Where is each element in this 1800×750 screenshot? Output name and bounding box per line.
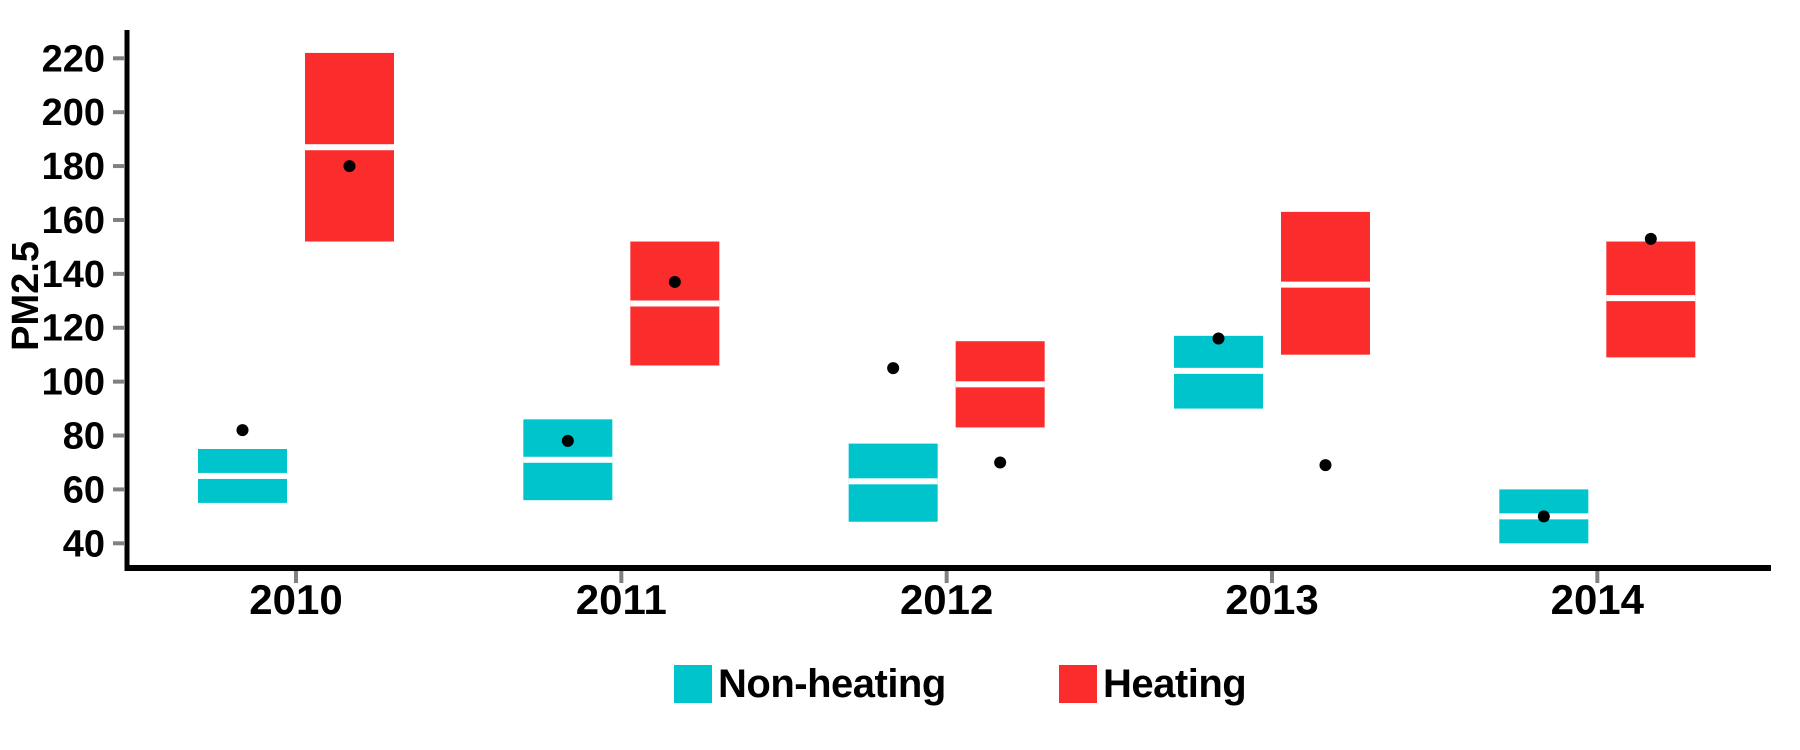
legend: Non-heating Heating	[0, 662, 1800, 712]
midline-heating-2012	[955, 381, 1045, 388]
y-tick-label-60: 60	[63, 469, 105, 511]
y-axis-title: PM2.5	[5, 241, 47, 351]
midline-heating-2010	[305, 144, 394, 151]
legend-swatch-non-heating	[674, 665, 712, 703]
y-tick-label-120: 120	[42, 308, 105, 350]
midline-heating-2013	[1280, 281, 1370, 288]
midline-non-heating-2012	[848, 478, 938, 485]
y-tick-label-80: 80	[63, 416, 105, 458]
x-tick-label-2010: 2010	[249, 576, 342, 623]
midline-heating-2014	[1606, 295, 1696, 302]
point-heating-2014	[1644, 232, 1657, 245]
x-tick-label-2011: 2011	[576, 576, 667, 623]
y-tick-label-100: 100	[42, 362, 105, 404]
midline-heating-2011	[630, 300, 720, 307]
point-heating-2011	[668, 275, 681, 288]
legend-label-heating: Heating	[1103, 662, 1247, 706]
point-heating-2012	[994, 456, 1007, 469]
x-tick-label-2012: 2012	[900, 576, 993, 623]
x-tick-label-2013: 2013	[1225, 576, 1318, 623]
point-non-heating-2014	[1537, 510, 1550, 523]
legend-label-non-heating: Non-heating	[718, 662, 946, 706]
point-heating-2013	[1319, 459, 1332, 472]
point-non-heating-2012	[887, 362, 900, 375]
legend-item-non-heating: Non-heating	[674, 662, 946, 706]
midline-non-heating-2013	[1173, 367, 1263, 374]
point-non-heating-2010	[236, 424, 249, 437]
point-non-heating-2013	[1212, 332, 1225, 345]
y-tick-label-160: 160	[42, 200, 105, 242]
y-tick-label-40: 40	[63, 523, 105, 565]
midline-non-heating-2010	[198, 472, 287, 479]
point-non-heating-2011	[561, 434, 574, 447]
legend-swatch-heating	[1059, 665, 1097, 703]
y-tick-label-140: 140	[42, 254, 105, 296]
legend-item-heating: Heating	[1059, 662, 1247, 706]
point-heating-2010	[343, 160, 356, 173]
y-tick-label-200: 200	[42, 92, 105, 134]
y-tick-label-180: 180	[42, 146, 105, 188]
y-tick-label-220: 220	[42, 38, 105, 80]
midline-non-heating-2011	[523, 456, 613, 463]
x-tick-label-2014: 2014	[1551, 576, 1645, 623]
